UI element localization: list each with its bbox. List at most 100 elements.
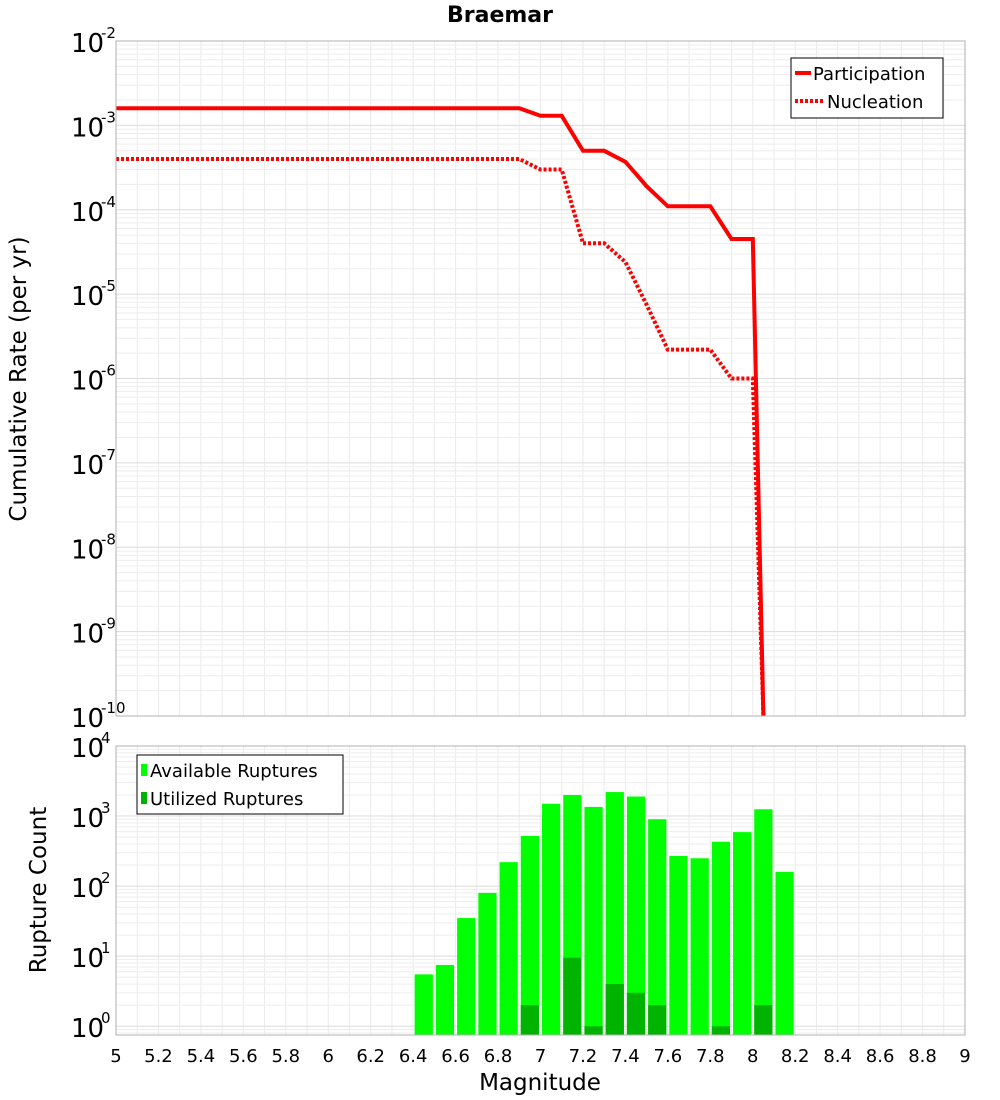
rate-y-tick-exponent: -8 xyxy=(101,530,116,548)
available-ruptures-bar xyxy=(414,974,433,1035)
series-line-nucleation xyxy=(116,157,766,717)
rate-y-tick-base: 10 xyxy=(71,198,104,228)
available-ruptures-bar xyxy=(435,964,455,1035)
available-ruptures-bar xyxy=(478,892,497,1035)
count-y-tick: 103 xyxy=(71,799,111,834)
rate-y-tick-base: 10 xyxy=(71,367,104,397)
available-ruptures-bar xyxy=(626,796,646,1035)
utilized-ruptures-bar xyxy=(520,1005,539,1035)
rate-legend-box xyxy=(790,57,944,119)
count-legend-box xyxy=(136,754,344,815)
chart-title: Braemar xyxy=(447,3,553,28)
rate-y-tick-exponent: -10 xyxy=(101,699,126,717)
available-ruptures-bar xyxy=(605,792,624,1035)
magnitude-x-tick: 6.4 xyxy=(399,1046,428,1067)
rate-y-tick: 10-10 xyxy=(71,699,126,734)
available-ruptures-bar xyxy=(542,803,561,1035)
legend-swatch-available xyxy=(141,764,147,776)
utilized-ruptures-bar xyxy=(711,1026,731,1035)
legend-label-participation: Participation xyxy=(813,64,925,85)
utilized-ruptures-bar xyxy=(605,984,624,1035)
rate-y-tick-exponent: -6 xyxy=(101,362,116,380)
count-legend: Available Ruptures Utilized Ruptures xyxy=(136,754,344,815)
rate-y-axis-label: Cumulative Rate (per yr) xyxy=(6,236,32,521)
rate-y-tick-base: 10 xyxy=(71,451,104,481)
series-line-participation xyxy=(116,106,766,717)
magnitude-x-tick: 6.8 xyxy=(484,1046,513,1067)
rate-y-tick-exponent: -4 xyxy=(101,193,116,211)
magnitude-x-tick: 5.6 xyxy=(229,1046,258,1067)
magnitude-x-tick: 9 xyxy=(959,1046,970,1067)
rate-y-tick-exponent: -3 xyxy=(101,108,116,126)
magnitude-x-tick: 6 xyxy=(323,1046,334,1067)
rate-y-tick-base: 10 xyxy=(71,535,104,565)
rate-y-ticks: 10-210-310-410-510-610-710-810-910-10 xyxy=(71,24,126,734)
utilized-ruptures-bar xyxy=(563,957,582,1035)
count-y-tick-exponent: 1 xyxy=(101,939,111,957)
available-ruptures-bar xyxy=(520,835,539,1035)
rate-y-tick: 10-7 xyxy=(71,446,116,481)
magnitude-x-tick: 7.6 xyxy=(654,1046,683,1067)
legend-label-nucleation: Nucleation xyxy=(827,92,923,113)
rate-y-tick-base: 10 xyxy=(71,113,104,143)
count-y-tick-exponent: 3 xyxy=(101,799,111,817)
rate-y-tick-exponent: -7 xyxy=(101,446,116,464)
magnitude-x-tick: 8.2 xyxy=(781,1046,810,1067)
magnitude-x-ticks: 5 5.2 5.4 5.6 5.8 6 6.2 6.4 6.6 6.8 7 7.2 7.4 7.6 7.8 8… xyxy=(110,1046,970,1067)
count-y-tick-exponent: 2 xyxy=(101,869,111,887)
rate-y-tick: 10-8 xyxy=(71,530,116,565)
magnitude-x-tick: 7.4 xyxy=(611,1046,640,1067)
utilized-ruptures-bar xyxy=(648,1005,667,1035)
available-ruptures-bar xyxy=(648,819,667,1035)
legend-swatch-utilized xyxy=(141,792,147,804)
count-y-tick-base: 10 xyxy=(71,944,104,974)
count-y-tick-base: 10 xyxy=(71,804,104,834)
available-ruptures-bar xyxy=(711,841,731,1035)
count-y-tick: 100 xyxy=(71,1009,111,1044)
rate-legend: Participation Nucleation xyxy=(790,57,944,119)
available-ruptures-bar xyxy=(690,858,709,1035)
utilized-ruptures-bar xyxy=(584,1026,603,1035)
magnitude-x-tick: 8.8 xyxy=(908,1046,937,1067)
count-y-tick-exponent: 0 xyxy=(101,1009,111,1027)
count-bars xyxy=(414,792,794,1035)
available-ruptures-bar xyxy=(499,862,518,1035)
count-y-tick: 102 xyxy=(71,869,111,904)
rate-grid xyxy=(116,41,966,717)
available-ruptures-bar xyxy=(775,871,794,1035)
rate-y-tick-base: 10 xyxy=(71,282,104,312)
magnitude-x-tick: 6.6 xyxy=(441,1046,470,1067)
available-ruptures-bar xyxy=(457,918,476,1035)
rate-y-tick-exponent: -5 xyxy=(101,277,116,295)
count-y-axis-label: Rupture Count xyxy=(26,807,52,973)
legend-label-available: Available Ruptures xyxy=(150,761,318,782)
count-y-tick-base: 10 xyxy=(71,1014,104,1044)
count-y-tick-exponent: 4 xyxy=(101,729,111,747)
magnitude-x-tick: 7.2 xyxy=(569,1046,598,1067)
rate-y-tick: 10-3 xyxy=(71,108,116,143)
magnitude-x-tick: 5.2 xyxy=(144,1046,173,1067)
rate-y-tick: 10-5 xyxy=(71,277,116,312)
magnitude-x-tick: 7.8 xyxy=(696,1046,725,1067)
count-y-tick: 101 xyxy=(71,939,111,974)
rate-y-tick-base: 10 xyxy=(71,704,104,734)
rate-y-tick-exponent: -2 xyxy=(101,24,116,42)
available-ruptures-bar xyxy=(754,809,773,1035)
magnitude-x-tick: 5 xyxy=(110,1046,121,1067)
available-ruptures-bar xyxy=(733,832,752,1035)
rate-panel: 10-210-310-410-510-610-710-810-910-10 Cu… xyxy=(6,24,966,734)
magnitude-x-axis-label: Magnitude xyxy=(479,1070,601,1096)
magnitude-x-tick: 5.8 xyxy=(271,1046,300,1067)
rate-series xyxy=(116,106,766,717)
magnitude-x-tick: 7 xyxy=(535,1046,546,1067)
rate-y-tick-exponent: -9 xyxy=(101,615,116,633)
rate-y-tick: 10-9 xyxy=(71,615,116,650)
magnitude-x-tick: 8.6 xyxy=(866,1046,895,1067)
rate-y-tick: 10-4 xyxy=(71,193,116,228)
rate-y-tick-base: 10 xyxy=(71,29,104,59)
rate-y-tick: 10-6 xyxy=(71,362,116,397)
count-y-tick: 104 xyxy=(71,729,111,764)
